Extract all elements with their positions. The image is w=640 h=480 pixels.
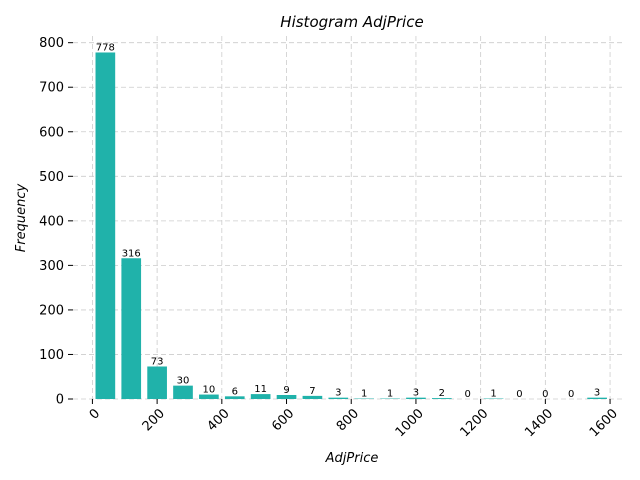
y-tick-label: 200 [39,303,64,318]
bar-value-label: 11 [254,384,267,395]
x-tick-label: 1400 [522,406,556,440]
histogram-bar [173,385,193,399]
bar-value-label: 30 [177,376,190,387]
bar-value-label: 0 [465,389,471,400]
x-tick-label: 1200 [457,406,491,440]
bar-value-label: 778 [96,42,115,53]
y-tick-label: 100 [39,348,64,363]
x-tick-label: 800 [334,406,362,434]
histogram-bar [328,397,349,399]
histogram-bar [276,394,297,399]
chart-title: Histogram AdjPrice [280,13,423,31]
histogram-bar [431,398,452,399]
histogram-bar [95,52,116,399]
x-tick-label: 1600 [587,406,621,440]
y-tick-label: 500 [39,170,64,185]
bar-value-label: 73 [151,356,164,367]
bar-value-label: 0 [568,389,574,400]
x-tick-label: 400 [204,406,232,434]
histogram-bar [587,397,607,399]
x-tick-label: 600 [269,406,297,434]
bar-value-label: 3 [413,388,419,399]
y-tick-label: 800 [39,36,64,51]
bar-value-label: 316 [122,248,141,259]
y-tick-label: 300 [39,259,64,274]
x-tick-label: 1000 [393,406,427,440]
histogram-bar [147,366,167,399]
bar-value-label: 9 [283,385,289,396]
y-tick-label: 400 [39,214,64,229]
bar-value-label: 0 [542,389,548,400]
histogram-bar [199,394,219,399]
y-tick-label: 0 [56,393,64,408]
grid-layer [73,36,623,400]
bar-value-label: 3 [594,388,600,399]
x-tick-label: 200 [140,406,168,434]
bar-value-label: 7 [309,386,315,397]
bar-value-label: 10 [203,385,216,396]
y-axis-label: Frequency [14,183,29,252]
histogram-bar [406,397,426,399]
bar-layer [95,52,607,399]
histogram-bar [250,394,271,399]
histogram-bar [224,396,245,399]
histogram-bar [121,258,142,399]
bar-value-label: 2 [439,388,445,399]
bar-value-label: 1 [361,389,367,400]
histogram-bar [302,395,323,399]
y-tick-label: 700 [39,81,64,96]
bar-value-label: 6 [232,386,238,397]
y-tick-label: 600 [39,125,64,140]
bar-value-label: 1 [387,389,393,400]
bar-value-label: 3 [335,388,341,399]
x-tick-label: 0 [87,406,103,422]
bar-value-label: 1 [490,389,496,400]
bar-value-label: 0 [516,389,522,400]
x-axis-label: AdjPrice [325,451,379,466]
